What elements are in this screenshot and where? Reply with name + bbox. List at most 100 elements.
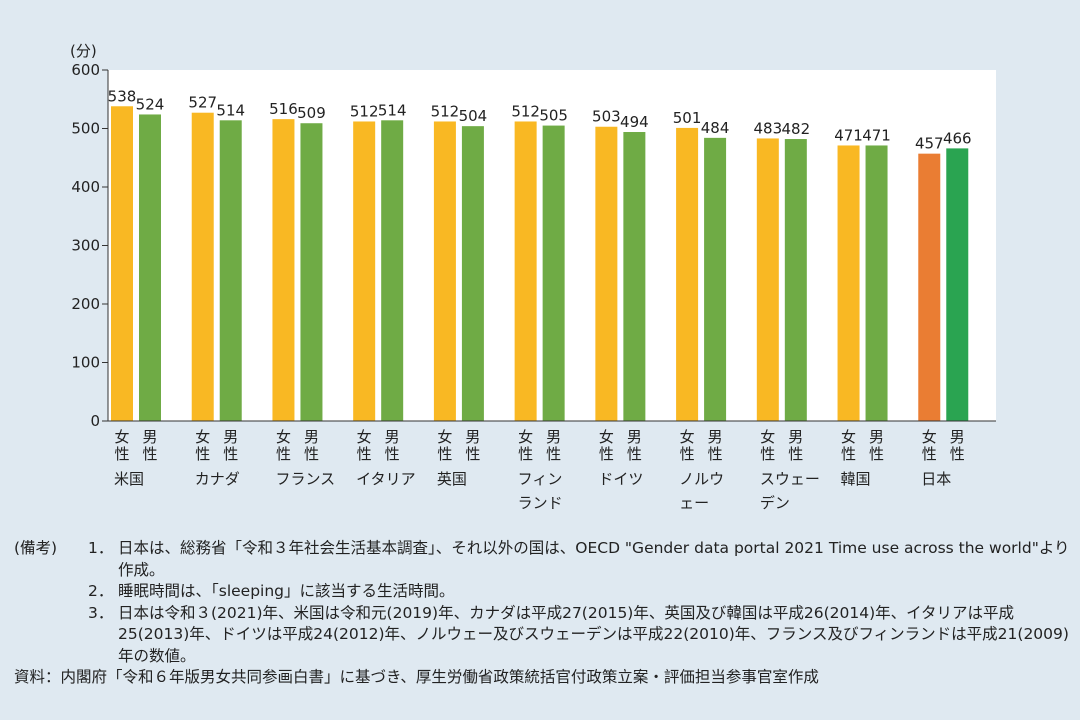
sex-label-male: 男 [385, 428, 400, 446]
sex-label-male: 男 [465, 428, 480, 446]
country-label: 韓国 [841, 470, 871, 488]
bar-female [595, 126, 618, 422]
sex-label-male: 性 [788, 445, 803, 463]
y-axis-ticks: 0 100 200 300 400 500 600 [71, 61, 108, 430]
sex-label-female: 女 [357, 428, 372, 446]
sex-label-male: 男 [304, 428, 319, 446]
data-label-male: 466 [943, 129, 972, 147]
data-label-female: 483 [753, 119, 782, 137]
sex-label-female: 性 [760, 445, 775, 463]
data-label-female: 512 [431, 102, 460, 120]
country-label: フィン [518, 470, 563, 488]
country-label: デン [760, 494, 790, 512]
sex-label-female: 女 [114, 428, 129, 446]
bars: 538 524 527 514 516 509 512 514 512 504 512 505 503 4… [107, 70, 996, 422]
country-label: 米国 [114, 470, 144, 488]
bar-female [433, 121, 456, 421]
y-axis-unit: (分) [70, 42, 97, 60]
country-label: フランス [275, 470, 335, 488]
data-label-female: 512 [511, 102, 540, 120]
note-3: 3． 日本は令和３(2021)年、米国は令和元(2019)年、カナダは平成27(… [14, 603, 1070, 668]
sex-label-male: 男 [223, 428, 238, 446]
sex-label-male: 性 [869, 445, 884, 463]
country-label: スウェー [760, 470, 820, 488]
bar-female [272, 119, 295, 421]
bar-female [837, 145, 860, 421]
country-label: 英国 [437, 470, 467, 488]
bar-female [111, 106, 133, 422]
country-label: 日本 [921, 470, 951, 488]
sex-label-female: 性 [276, 445, 291, 463]
sex-label-female: 性 [437, 445, 452, 463]
bar-male [139, 114, 161, 422]
notes-head: (備考) [14, 539, 58, 557]
country-label: カナダ [195, 470, 240, 488]
data-label-male: 504 [459, 107, 488, 125]
sex-label-female: 性 [599, 445, 614, 463]
sex-label-female: 女 [437, 428, 452, 446]
sex-label-male: 性 [546, 445, 561, 463]
sex-label-female: 女 [195, 428, 210, 446]
data-label-male: 509 [297, 104, 326, 122]
note-number: 2． [88, 582, 114, 600]
bar-male [946, 148, 969, 421]
data-label-female: 527 [188, 94, 217, 112]
data-label-female: 512 [350, 102, 379, 120]
data-label-male: 524 [136, 95, 165, 113]
y-tick-label: 400 [71, 178, 100, 196]
data-label-female: 471 [834, 126, 863, 144]
sex-label-female: 女 [518, 428, 533, 446]
sex-label-male: 男 [869, 428, 884, 446]
country-label: ノルウ [679, 470, 724, 488]
x-axis-labels: 女性男性米国女性男性カナダ女性男性フランス女性男性イタリア女性男性英国女性男性フ… [114, 428, 965, 512]
data-label-female: 516 [269, 100, 298, 118]
bar-male [542, 125, 565, 421]
bar-female [514, 121, 537, 421]
bar-male [784, 139, 807, 421]
sex-label-male: 性 [708, 445, 723, 463]
sex-label-male: 男 [950, 428, 965, 446]
sex-label-female: 女 [276, 428, 291, 446]
notes-section: (備考) 1． 日本は、総務省「令和３年社会生活基本調査」、それ以外の国は、OE… [14, 538, 1070, 689]
country-label: ドイツ [598, 470, 643, 488]
sex-label-female: 性 [841, 445, 856, 463]
sex-label-female: 女 [599, 428, 614, 446]
sex-label-female: 女 [680, 428, 695, 446]
data-label-male: 514 [216, 101, 245, 119]
sex-label-male: 男 [546, 428, 561, 446]
data-label-female: 503 [592, 108, 621, 126]
y-tick-label: 500 [71, 120, 100, 138]
sex-label-female: 性 [357, 445, 372, 463]
sex-label-female: 性 [195, 445, 210, 463]
country-label: ランド [518, 494, 563, 512]
note-number: 3． [88, 603, 114, 622]
bar-female [191, 112, 214, 421]
sex-label-female: 女 [841, 428, 856, 446]
y-tick-label: 600 [71, 61, 100, 79]
bar-female [756, 138, 779, 421]
sex-label-female: 性 [922, 445, 937, 463]
sex-label-male: 性 [465, 445, 480, 463]
note-number: 1． [88, 539, 114, 557]
sex-label-male: 性 [304, 445, 319, 463]
sex-label-male: 男 [788, 428, 803, 446]
data-label-male: 505 [539, 107, 568, 125]
country-label: イタリア [356, 470, 415, 488]
sex-label-female: 性 [114, 445, 129, 463]
data-label-female: 501 [673, 109, 702, 127]
sex-label-female: 性 [680, 445, 695, 463]
sex-label-male: 性 [950, 445, 965, 463]
bar-female [676, 127, 699, 421]
bar-male [219, 120, 242, 421]
sex-label-male: 性 [627, 445, 642, 463]
data-label-female: 457 [915, 135, 944, 153]
sex-label-male: 性 [385, 445, 400, 463]
sex-label-male: 男 [627, 428, 642, 446]
y-tick-label: 0 [90, 412, 100, 430]
y-tick-label: 200 [71, 295, 100, 313]
bar-female [918, 153, 941, 421]
sex-label-female: 女 [760, 428, 775, 446]
data-label-male: 484 [701, 119, 730, 137]
sex-label-male: 男 [142, 428, 157, 446]
note-text: 日本は、総務省「令和３年社会生活基本調査」、それ以外の国は、OECD "Gend… [118, 539, 1070, 579]
